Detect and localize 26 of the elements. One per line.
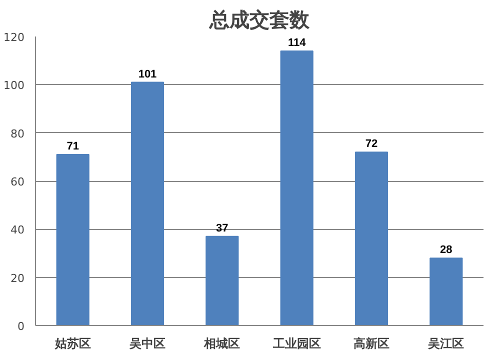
bar bbox=[430, 258, 463, 326]
data-label: 37 bbox=[216, 222, 228, 234]
y-tick-label: 20 bbox=[10, 272, 25, 285]
y-tick-label: 0 bbox=[18, 320, 24, 333]
y-tick-label: 100 bbox=[4, 79, 25, 92]
y-tick-label: 60 bbox=[10, 176, 25, 188]
x-tick-label: 高新区 bbox=[354, 336, 390, 350]
bar bbox=[206, 236, 239, 326]
data-label: 71 bbox=[66, 140, 79, 153]
x-tick-label: 吴江区 bbox=[427, 336, 464, 350]
chart-title: 总成交套数 bbox=[208, 8, 310, 32]
x-tick-label: 姑苏区 bbox=[54, 336, 91, 350]
y-tick-label: 80 bbox=[10, 127, 25, 140]
data-label: 101 bbox=[138, 68, 157, 80]
data-label: 114 bbox=[288, 36, 307, 49]
y-tick-label: 120 bbox=[4, 31, 25, 44]
x-tick-label: 相城区 bbox=[203, 336, 240, 350]
bar bbox=[56, 154, 90, 326]
bar bbox=[130, 82, 164, 326]
data-label: 72 bbox=[365, 138, 378, 150]
data-label: 28 bbox=[440, 244, 452, 256]
bar bbox=[280, 50, 314, 326]
bar bbox=[354, 152, 388, 326]
x-tick-label: 吴中区 bbox=[128, 336, 166, 350]
y-tick-label: 40 bbox=[10, 224, 25, 237]
x-tick-label: 工业园区 bbox=[272, 336, 321, 350]
